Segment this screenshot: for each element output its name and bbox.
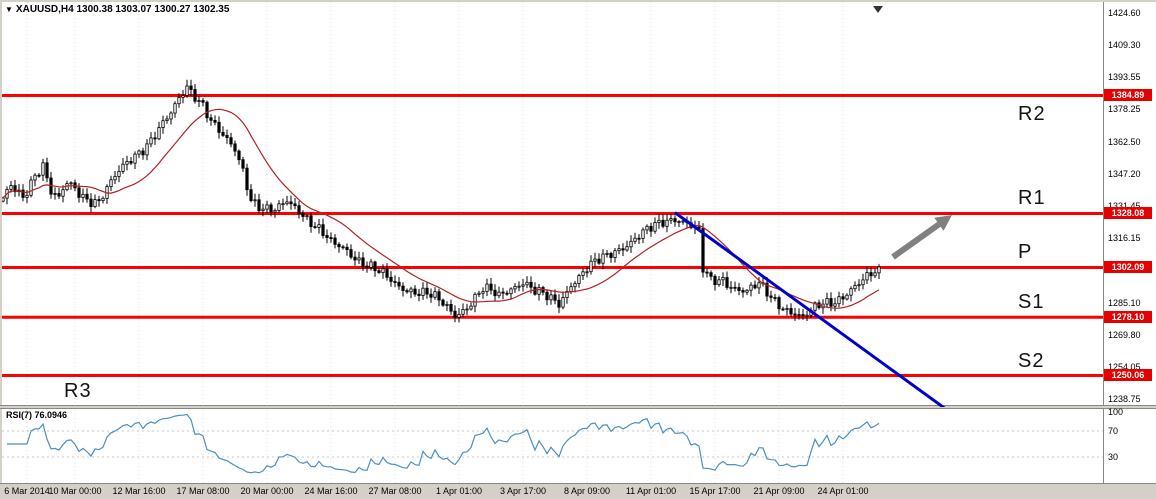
chart-marker-icon: ▼ [5,5,13,14]
level-label-r1[interactable]: R1 [1018,187,1046,209]
trendline-object[interactable] [674,211,947,410]
rsi-plot-group[interactable] [2,413,1103,474]
level-label-p[interactable]: P [1018,241,1033,263]
time-axis[interactable] [0,483,1156,499]
level-label-s2[interactable]: S2 [1018,350,1045,372]
main-plot-group[interactable] [2,79,1103,378]
main-chart-area[interactable] [2,2,1103,405]
rsi-panel[interactable] [2,409,1103,483]
level-label-s1[interactable]: S1 [1018,291,1045,313]
moving-average-line [2,108,880,309]
level-label-r2[interactable]: R2 [1018,103,1046,125]
level-label-r3[interactable]: R3 [64,380,92,402]
rsi-indicator-label: RSI(7) 76.0946 [6,410,68,420]
arrow-annotation[interactable] [891,221,941,260]
panel-divider[interactable] [0,405,1156,409]
arrow-annotation-head[interactable] [934,215,952,231]
price-axis-area[interactable] [1103,2,1156,405]
chart-header: ▼ XAUUSD,H4 1300.38 1303.07 1300.27 1302.… [5,4,229,15]
candles [2,79,881,323]
shift-marker-icon [873,6,883,13]
rsi-axis-area[interactable] [1103,409,1156,483]
rsi-line [7,413,880,474]
symbol-ohlc-label: XAUUSD,H4 1300.38 1303.07 1300.27 1302.3… [15,4,230,15]
